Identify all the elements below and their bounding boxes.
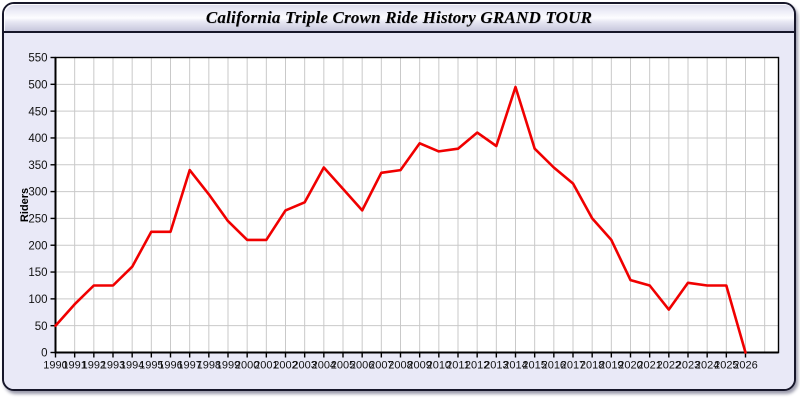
x-tick-label: 2012 [465,360,489,372]
x-tick-label: 2013 [484,360,508,372]
x-tick-label: 2022 [657,360,681,372]
x-tick-label: 2000 [235,360,259,372]
y-tick-label: 300 [28,187,47,199]
x-tick-label: 2016 [542,360,566,372]
y-tick-label: 450 [28,106,47,118]
x-tick-label: 2014 [503,360,527,372]
grid [55,57,779,353]
x-tick-label: 2009 [407,360,431,372]
title-bar: California Triple Crown Ride History GRA… [4,4,794,33]
chart-title: California Triple Crown Ride History GRA… [205,7,593,27]
y-tick-label: 550 [28,53,47,65]
y-tick-label: 500 [28,79,47,91]
x-tick-label: 2025 [714,360,738,372]
y-tick-label: 100 [28,294,47,306]
x-tick-label: 2006 [350,360,374,372]
x-tick-label: 2018 [580,360,604,372]
y-tick-label: 400 [28,133,47,145]
x-axis: 1990199119921993199419951996199719981999… [43,352,758,372]
x-tick-label: 2024 [695,360,719,372]
x-tick-label: 2008 [388,360,412,372]
y-tick-label: 250 [28,214,47,226]
x-tick-label: 1991 [62,360,86,372]
plot-area [55,57,779,353]
x-tick-label: 1996 [158,360,182,372]
y-axis: 0 50 100 150 200 250 300 350 400 450 500 550 [28,53,56,360]
x-tick-label: 2002 [273,360,297,372]
x-tick-label: 2020 [618,360,642,372]
x-tick-label: 1990 [43,360,67,372]
y-tick-label: 50 [35,321,48,333]
x-tick-label: 2007 [369,360,393,372]
x-tick-label: 2017 [561,360,585,372]
riders-series-line [54,85,747,354]
y-tick-label: 200 [28,240,47,252]
y-axis-title: Riders [19,188,31,222]
x-tick-label: 2010 [427,360,451,372]
x-tick-label: 1992 [82,360,106,372]
x-tick-label: 2019 [599,360,623,372]
x-tick-label: 2001 [254,360,278,372]
x-tick-label: 1995 [139,360,163,372]
x-tick-label: 1993 [101,360,125,372]
x-tick-label: 1998 [197,360,221,372]
x-tick-label: 2015 [522,360,546,372]
x-tick-label: 2005 [331,360,355,372]
x-tick-label: 2021 [637,360,661,372]
x-tick-label: 1999 [216,360,240,372]
x-tick-label: 2004 [312,360,336,372]
x-tick-label: 2026 [733,360,757,372]
x-tick-label: 1994 [120,360,144,372]
x-tick-label: 2003 [292,360,316,372]
y-tick-label: 350 [28,160,47,172]
x-tick-label: 2023 [676,360,700,372]
y-tick-label: 0 [41,348,47,360]
y-tick-label: 150 [28,267,47,279]
x-tick-label: 2011 [446,360,470,372]
x-tick-label: 1997 [177,360,201,372]
